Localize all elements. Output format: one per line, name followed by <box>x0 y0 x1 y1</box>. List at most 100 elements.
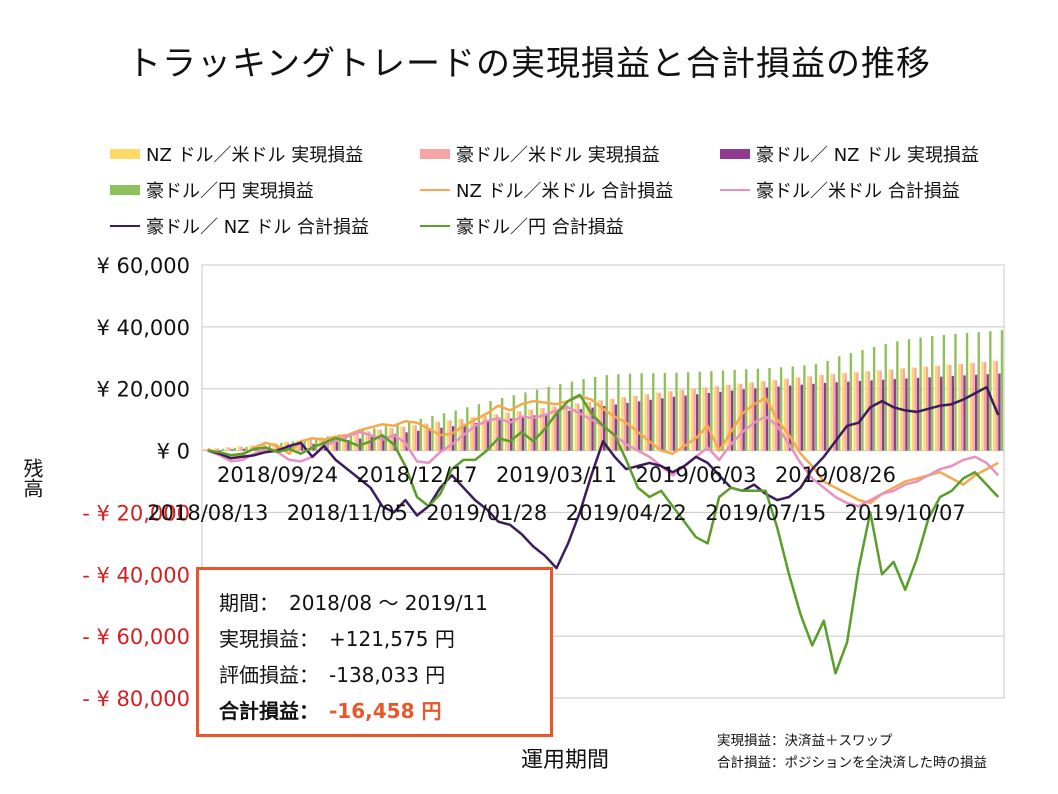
x-tick-label: 2019/04/22 <box>566 501 687 525</box>
bar <box>652 373 655 451</box>
bar <box>202 449 206 451</box>
bar <box>277 446 280 451</box>
bar <box>919 337 922 451</box>
bar <box>315 438 318 451</box>
legend-swatch <box>110 225 140 227</box>
bar <box>388 427 391 451</box>
bar <box>812 383 815 451</box>
bar <box>788 385 792 451</box>
bar <box>628 373 632 451</box>
bar <box>400 426 403 451</box>
bar <box>623 397 627 451</box>
series-line <box>207 385 1000 570</box>
bar <box>440 427 443 451</box>
bar <box>588 402 592 451</box>
bar <box>969 362 973 451</box>
bar <box>272 443 275 451</box>
bar <box>698 371 701 451</box>
summary-total: 合計損益： -16,458 円 <box>219 695 441 724</box>
bar <box>710 371 713 451</box>
bar <box>307 438 310 451</box>
bar <box>655 392 659 451</box>
note-realized: 実現損益：決済益＋スワップ <box>717 733 893 749</box>
bar <box>437 422 441 451</box>
bar <box>477 404 481 451</box>
bar <box>309 439 313 451</box>
bar <box>632 395 636 451</box>
bar <box>414 425 417 451</box>
x-tick-label: 2019/10/07 <box>845 501 966 525</box>
bar <box>626 402 629 451</box>
bar <box>890 369 894 451</box>
bar <box>574 403 577 451</box>
realized-label: 実現損益： <box>219 627 319 651</box>
y-tick-label: ¥ 0 <box>157 440 190 464</box>
bar <box>442 413 446 451</box>
bar <box>245 446 248 451</box>
x-tick-labels: 2018/08/13 2018/09/24 2018/11/05 2018/12/17… <box>147 463 965 525</box>
bar <box>393 433 397 451</box>
bar <box>205 449 208 451</box>
bar <box>614 404 617 451</box>
bar <box>472 417 475 451</box>
bar <box>565 405 568 451</box>
bar <box>451 426 455 451</box>
bar <box>519 411 522 451</box>
legend-label: 豪ドル／円 合計損益 <box>456 217 624 238</box>
bar <box>268 444 271 451</box>
bar <box>539 407 543 451</box>
bar <box>556 412 559 451</box>
bar <box>823 382 827 451</box>
unrealized-value: -138,033 円 <box>329 663 446 687</box>
bar <box>960 363 964 451</box>
bar <box>428 429 432 451</box>
bar <box>870 380 873 451</box>
bar <box>663 372 667 451</box>
bar <box>681 389 685 451</box>
bar <box>928 377 931 451</box>
bar <box>347 440 350 451</box>
legend-label: 豪ドル／米ドル 合計損益 <box>756 181 960 202</box>
bar <box>940 376 943 451</box>
bar <box>419 418 422 451</box>
y-tick-label: ¥ 40,000 <box>96 316 190 340</box>
series-line <box>207 393 1000 675</box>
bar <box>500 397 504 451</box>
bar <box>617 374 620 451</box>
y-tick-labels: ¥ 60,000 ¥ 40,000 ¥ 20,000 ¥ 0 - ¥ 20,000 - ¥… <box>82 254 190 711</box>
bar <box>670 391 673 451</box>
legend-item: 豪ドル／ NZ ドル 合計損益 <box>110 213 369 239</box>
bar <box>686 372 690 451</box>
bar <box>719 391 722 451</box>
bar <box>240 446 243 451</box>
bar <box>458 418 461 451</box>
bar <box>216 448 220 451</box>
bar <box>402 426 406 451</box>
bar <box>640 373 643 451</box>
x-axis-label: 運用期間 <box>520 748 609 773</box>
legend-label: NZ ドル／米ドル 合計損益 <box>456 181 674 202</box>
total-label: 合計損益： <box>219 699 319 723</box>
bar <box>730 390 734 451</box>
bar <box>742 389 745 451</box>
bar <box>737 383 740 451</box>
bar <box>748 382 752 451</box>
bar <box>591 407 594 451</box>
bar <box>621 397 624 451</box>
bar <box>972 363 975 451</box>
bar <box>553 406 557 451</box>
bar <box>586 401 589 451</box>
y-tick-label: ¥ 20,000 <box>96 378 190 402</box>
bar <box>469 417 473 451</box>
x-tick-label: 2018/09/24 <box>217 463 338 487</box>
bar <box>779 367 783 451</box>
bar <box>907 339 911 451</box>
bar <box>391 428 394 451</box>
summary-box: 期間： 2018/08 ～ 2019/11 実現損益： +121,575 円 評価損… <box>196 567 553 737</box>
bar <box>786 378 789 451</box>
bar <box>777 386 780 451</box>
bar <box>803 365 806 451</box>
bar <box>807 376 810 451</box>
bar <box>635 395 638 451</box>
bar <box>872 346 876 451</box>
